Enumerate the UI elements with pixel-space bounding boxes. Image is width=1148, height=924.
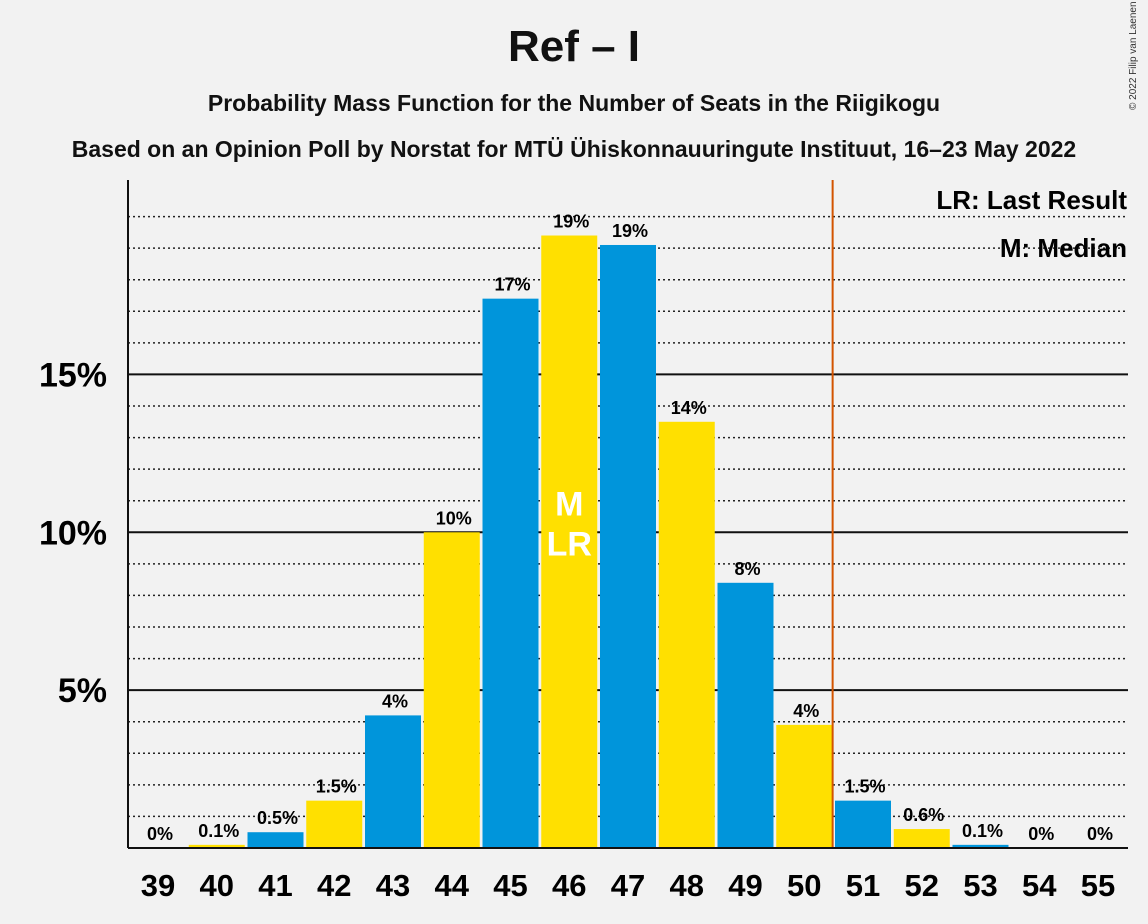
value-label: 14%	[671, 398, 707, 418]
bar	[835, 800, 891, 848]
x-tick-label: 47	[611, 868, 645, 903]
value-label: 0%	[1028, 824, 1054, 844]
value-label: 1.5%	[316, 777, 357, 797]
bar	[482, 298, 539, 849]
x-tick-label: 50	[787, 868, 821, 903]
x-tick-label: 52	[905, 868, 939, 903]
y-tick-label: 10%	[39, 514, 107, 552]
x-tick-label: 42	[317, 868, 351, 903]
legend-last-result: LR: Last Result	[936, 185, 1127, 215]
value-label: 0.5%	[257, 808, 298, 828]
chart-source: Based on an Opinion Poll by Norstat for …	[71, 136, 1077, 162]
x-tick-label: 40	[200, 868, 234, 903]
median-marker: M	[555, 486, 583, 524]
y-tick-label: 5%	[58, 672, 107, 710]
chart-title: Ref – I	[507, 22, 641, 71]
bar	[952, 844, 1009, 848]
x-tick-label: 41	[258, 868, 292, 903]
axes: 5% 10% 15% 39 40 41 42 43 44 45 46 47 48 49 50 51 52 53 54…	[39, 180, 1128, 903]
bar	[658, 421, 715, 848]
last-result-marker: LR	[547, 526, 592, 564]
x-tick-label: 51	[846, 868, 880, 903]
value-label: 19%	[612, 221, 648, 241]
value-label: 19%	[553, 212, 589, 232]
x-tick-label: 53	[963, 868, 997, 903]
bar	[600, 244, 656, 848]
value-label: 0%	[1087, 824, 1113, 844]
legend-median: M: Median	[1000, 233, 1127, 263]
x-tick-label: 55	[1081, 868, 1115, 903]
bars	[188, 235, 1009, 849]
bar	[188, 844, 245, 848]
x-tick-label: 39	[141, 868, 175, 903]
value-label: 4%	[382, 691, 408, 711]
y-tick-label: 15%	[39, 356, 107, 394]
bar	[776, 724, 833, 848]
value-label: 8%	[734, 559, 760, 579]
value-label: 0.6%	[903, 805, 944, 825]
bar	[247, 832, 304, 848]
value-label: 10%	[436, 508, 472, 528]
chart-subtitle: Probability Mass Function for the Number…	[207, 90, 941, 116]
x-tick-label: 49	[728, 868, 762, 903]
value-label: 1.5%	[844, 777, 885, 797]
value-label: 4%	[793, 701, 819, 721]
x-tick-label: 43	[376, 868, 410, 903]
x-tick-label: 48	[670, 868, 704, 903]
bar	[365, 715, 421, 848]
bar	[893, 829, 950, 848]
x-tick-label: 45	[493, 868, 527, 903]
x-tick-label: 46	[552, 868, 586, 903]
bar	[423, 532, 480, 848]
bar	[717, 582, 774, 848]
value-labels: 0% 0.1% 0.5% 1.5% 4% 10% 17% 19% MLR 19% 14% 8% 4% 1.…	[147, 212, 1113, 844]
bar	[306, 800, 363, 848]
value-label: 0.1%	[198, 821, 239, 841]
value-label: 0.1%	[962, 821, 1003, 841]
bar	[541, 235, 598, 848]
value-label: 0%	[147, 824, 173, 844]
x-tick-label: 44	[435, 868, 470, 903]
value-label: 17%	[494, 275, 530, 295]
x-tick-label: 54	[1022, 868, 1057, 903]
